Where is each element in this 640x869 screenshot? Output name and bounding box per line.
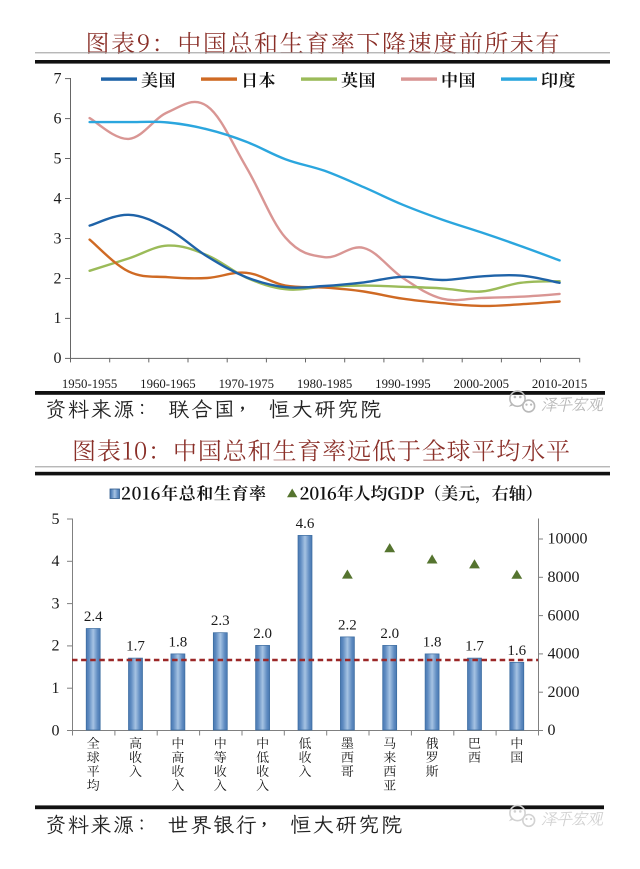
svg-text:4000: 4000 [548,646,580,663]
svg-text:0: 0 [548,722,556,739]
svg-text:2: 2 [54,270,62,287]
svg-text:4: 4 [52,553,60,570]
svg-text:0: 0 [52,722,60,739]
svg-text:8000: 8000 [548,569,580,586]
svg-text:1.8: 1.8 [169,634,188,650]
svg-text:3: 3 [54,230,62,247]
svg-text:2010-2015: 2010-2015 [532,377,587,391]
svg-text:4.6: 4.6 [296,516,315,532]
svg-text:2.0: 2.0 [380,626,399,642]
svg-text:2.4: 2.4 [84,609,103,625]
svg-text:1950-1955: 1950-1955 [62,377,117,391]
svg-text:1.7: 1.7 [126,639,145,655]
svg-text:10000: 10000 [548,531,588,548]
svg-text:1.7: 1.7 [465,639,484,655]
svg-text:1: 1 [54,310,62,327]
svg-text:2: 2 [52,638,60,655]
svg-text:5: 5 [54,150,62,167]
svg-text:3: 3 [52,595,60,612]
svg-text:4: 4 [54,190,62,207]
svg-text:1: 1 [52,680,60,697]
svg-text:5: 5 [52,511,60,528]
svg-text:2.2: 2.2 [338,617,357,633]
svg-text:0: 0 [54,350,62,367]
svg-text:6000: 6000 [548,607,580,624]
svg-text:2.0: 2.0 [253,626,272,642]
svg-text:2000-2005: 2000-2005 [454,377,509,391]
svg-text:1980-1985: 1980-1985 [297,377,352,391]
svg-text:1970-1975: 1970-1975 [219,377,274,391]
svg-text:1960-1965: 1960-1965 [140,377,195,391]
svg-text:1990-1995: 1990-1995 [375,377,430,391]
svg-text:7: 7 [54,70,62,87]
svg-text:2000: 2000 [548,684,580,701]
svg-text:2.3: 2.3 [211,613,230,629]
svg-text:1.6: 1.6 [507,643,526,659]
svg-text:6: 6 [54,110,62,127]
svg-text:1.8: 1.8 [423,634,442,650]
